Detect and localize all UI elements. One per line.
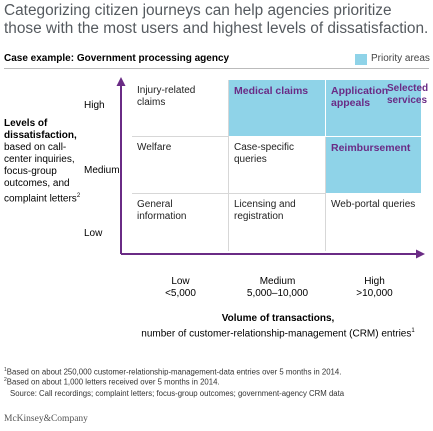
y-tick-low: Low xyxy=(84,228,103,239)
matrix-cell-reimbursement: Reimbursement xyxy=(326,137,421,194)
x-tick-medium-name: Medium xyxy=(259,276,296,287)
matrix-cell-welfare: Welfare xyxy=(132,137,229,194)
x-tick-high-range: >10,000 xyxy=(356,288,393,299)
axes-arrows xyxy=(116,77,425,259)
matrix-cell-licensing-and-registration: Licensing and registration xyxy=(229,194,326,251)
footnote-2: 2Based on about 1,000 letters received o… xyxy=(4,377,220,387)
chart-title: Categorizing citizen journeys can help a… xyxy=(4,2,429,37)
x-axis-arrowhead xyxy=(416,249,425,259)
x-tick-low: Low <5,000 xyxy=(132,276,229,300)
x-tick-high: High >10,000 xyxy=(326,276,423,300)
footnote-1: 1Based on about 250,000 customer-relatio… xyxy=(4,367,342,377)
matrix-cell-application-appeals: Application appeals xyxy=(326,80,421,137)
footnote-2-text: Based on about 1,000 letters received ov… xyxy=(6,377,220,387)
matrix-cell-medical-claims: Medical claims xyxy=(229,80,326,137)
x-tick-medium-range: 5,000–10,000 xyxy=(246,288,309,299)
y-axis-label-bold: Levels of dissatisfaction, xyxy=(4,118,77,141)
matrix-cell-general-information: General information xyxy=(132,194,229,251)
y-axis-label: Levels of dissatisfaction, based on call… xyxy=(4,118,82,205)
brand-logo: McKinsey&Company xyxy=(4,414,88,424)
x-axis-footnote-mark: 1 xyxy=(411,328,415,334)
y-axis-footnote-mark: 2 xyxy=(76,193,81,199)
source-note: Source: Call recordings; complaint lette… xyxy=(10,389,345,398)
y-tick-high: High xyxy=(84,100,105,111)
y-axis-arrowhead xyxy=(116,77,126,86)
footnote-1-text: Based on about 250,000 customer-relation… xyxy=(6,367,342,377)
matrix-cell-injury-related-claims: Injury-related claims xyxy=(132,80,229,137)
case-example-label: Case example: Government processing agen… xyxy=(4,53,230,64)
y-tick-medium: Medium xyxy=(84,165,120,176)
legend-label: Priority areas xyxy=(371,53,430,64)
selected-services-label: Selected services xyxy=(387,83,429,106)
matrix-cell-case-specific-queries: Case-specific queries xyxy=(229,137,326,194)
x-tick-medium: Medium 5,000–10,000 xyxy=(229,276,326,300)
x-axis-label-rest: number of customer-relationship-manageme… xyxy=(141,328,412,340)
x-axis-label: Volume of transactions, number of custom… xyxy=(132,313,424,340)
x-tick-low-range: <5,000 xyxy=(165,288,196,299)
x-axis-label-bold: Volume of transactions, xyxy=(221,313,335,324)
priority-matrix: Injury-related claims Medical claims Appli… xyxy=(132,80,424,251)
matrix-cell-web-portal-queries: Web-portal queries xyxy=(331,199,416,210)
header-divider xyxy=(4,68,429,69)
y-axis-label-rest: based on call-center inquiries, focus-gr… xyxy=(4,142,77,205)
legend-swatch xyxy=(355,54,367,65)
x-tick-low-name: Low xyxy=(171,276,190,287)
x-tick-high-name: High xyxy=(364,276,385,287)
